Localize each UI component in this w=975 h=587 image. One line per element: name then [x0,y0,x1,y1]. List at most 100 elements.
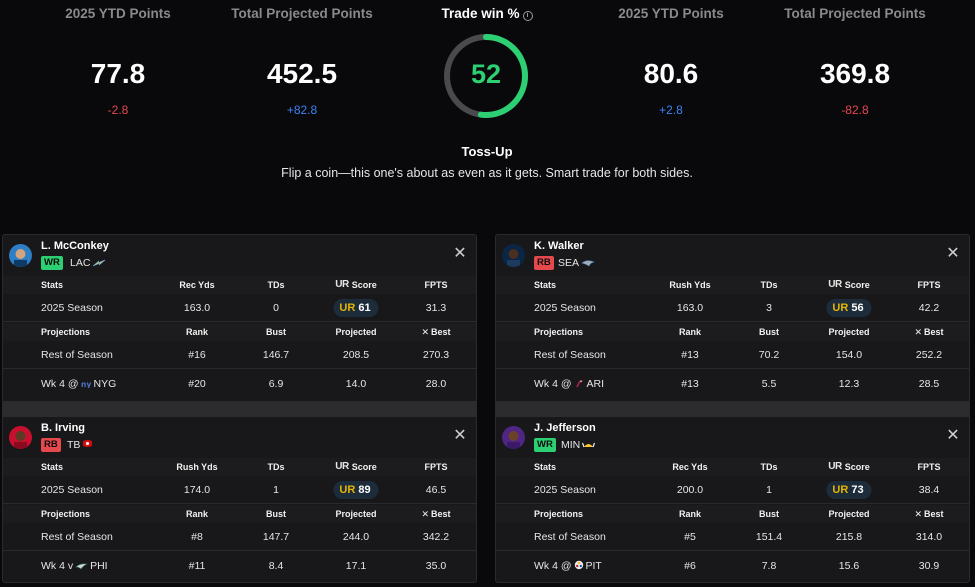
team-label: LAC [70,256,106,270]
gauge-fill [444,34,528,118]
season-row: 2025 Season 200.0 1 UR 73 38.4 [496,476,969,504]
wk-rank: #13 [681,378,699,390]
rest-of-season-row: Rest of Season #8 147.7 244.0 342.2 [3,523,476,551]
wk-bust: 6.9 [268,378,284,390]
score-pill-wrap: UR 89 [333,476,379,504]
score-value: 89 [358,484,371,496]
right-proj-delta: -82.8 [841,103,869,117]
ros-label: Rest of Season [534,349,606,361]
rest-of-season-row: Rest of Season #16 146.7 208.5 270.3 [3,341,476,369]
season-fpts: 31.3 [425,302,447,314]
wk-projected: 15.6 [838,560,860,572]
col-score-label: Score [351,280,377,290]
close-icon[interactable]: ✕ [946,245,960,262]
col-score: UR Score [335,458,376,476]
col-stats: Stats [41,280,64,290]
col-score-label: Score [351,462,377,472]
col-fpts: FPTS [424,462,448,472]
panel-divider [496,401,969,417]
season-label: 2025 Season [41,484,103,496]
player-card-mcconkey: L. McConkey WR LAC ✕ Stats Rec Yds TDs U… [3,235,476,401]
week-prefix: Wk 4 @ [41,378,79,390]
col-projections: Projections [534,509,584,519]
ros-label: Rest of Season [534,531,606,543]
trade-win-heading: Trade win % i [387,6,587,21]
player-card-walker: K. Walker RB SEA ✕ Stats Rush Yds TDs UR… [496,235,969,401]
player-name[interactable]: J. Jefferson [534,422,596,434]
cardinals-logo-icon [575,380,583,387]
sparkle-icon: ✕ [421,327,430,337]
col-best: ✕ Best [421,323,450,341]
ros-projected: 215.8 [835,531,863,543]
stats-header-row: Stats Rec Yds TDs UR Score FPTS [496,458,969,476]
position-badge: WR [534,438,556,452]
sparkle-icon: ✕ [421,509,430,519]
stats-header-row: Stats Rush Yds TDs UR Score FPTS [496,276,969,294]
score-pill: UR 73 [826,481,872,499]
close-icon[interactable]: ✕ [453,245,467,262]
ros-best: 314.0 [915,531,943,543]
week-row: Wk 4 @ ARI #13 5.5 12.3 28.5 [496,370,969,398]
ros-projected: 244.0 [342,531,370,543]
ros-bust: 146.7 [262,349,290,361]
season-tds: 0 [273,302,279,314]
col-best: ✕ Best [914,505,943,523]
week-label: Wk 4 v PHI [41,552,108,580]
vikings-logo-icon [582,442,596,448]
col-best-label: Best [431,509,451,519]
player-name[interactable]: B. Irving [41,422,86,434]
col-stats: Stats [534,462,557,472]
close-icon[interactable]: ✕ [946,427,960,444]
season-label: 2025 Season [41,302,103,314]
wk-projected: 14.0 [345,378,367,390]
player-name[interactable]: K. Walker [534,240,584,252]
ros-rank: #13 [681,349,699,361]
projections-header-row: Projections Rank Bust Projected ✕ Best [3,505,476,523]
week-prefix: Wk 4 @ [534,560,572,572]
ros-bust: 70.2 [758,349,780,361]
score-value: 73 [851,484,864,496]
season-label: 2025 Season [534,302,596,314]
week-row: Wk 4 @ PIT #6 7.8 15.6 30.9 [496,552,969,580]
col-bust: Bust [759,509,779,519]
player-avatar [9,244,32,267]
wk-best: 35.0 [425,560,447,572]
season-row: 2025 Season 163.0 0 UR 61 31.3 [3,294,476,322]
week-label: Wk 4 @ PIT [534,552,602,580]
season-tds: 3 [766,302,772,314]
trade-win-value: 52 [470,59,502,89]
ur-logo-icon: UR [828,279,842,290]
team-label: TB [67,438,93,452]
right-ytd-value: 80.6 [643,58,699,89]
week-opponent: NYG [93,378,117,390]
col-rank: Rank [185,509,209,519]
ros-rank: #5 [684,531,696,543]
week-row: Wk 4 v PHI #11 8.4 17.1 35.0 [3,552,476,580]
score-pill-wrap: UR 56 [826,294,872,322]
projections-header-row: Projections Rank Bust Projected ✕ Best [3,323,476,341]
player-card-irving: B. Irving RB TB ✕ Stats Rush Yds TDs UR S… [3,417,476,582]
col-score: UR Score [828,458,869,476]
season-tds: 1 [766,484,772,496]
player-name[interactable]: L. McConkey [41,240,109,252]
position-badge: RB [41,438,61,452]
week-opponent: PIT [585,560,602,572]
col-tds: TDs [267,462,285,472]
season-label: 2025 Season [534,484,596,496]
trade-win-label: Trade win % [441,6,520,21]
score-value: 56 [851,302,864,314]
col-fpts: FPTS [424,280,448,290]
col-projected: Projected [335,327,377,337]
stats-header-row: Stats Rush Yds TDs UR Score FPTS [3,458,476,476]
player-avatar [502,426,525,449]
col-yds: Rush Yds [176,462,218,472]
col-bust: Bust [266,327,286,337]
col-yds: Rec Yds [672,462,708,472]
wk-rank: #11 [188,560,206,572]
col-fpts: FPTS [917,280,941,290]
info-icon[interactable]: i [522,11,533,21]
right-ytd-delta: +2.8 [659,103,683,117]
col-stats: Stats [41,462,64,472]
close-icon[interactable]: ✕ [453,427,467,444]
right-proj-label: Total Projected Points [784,6,926,21]
